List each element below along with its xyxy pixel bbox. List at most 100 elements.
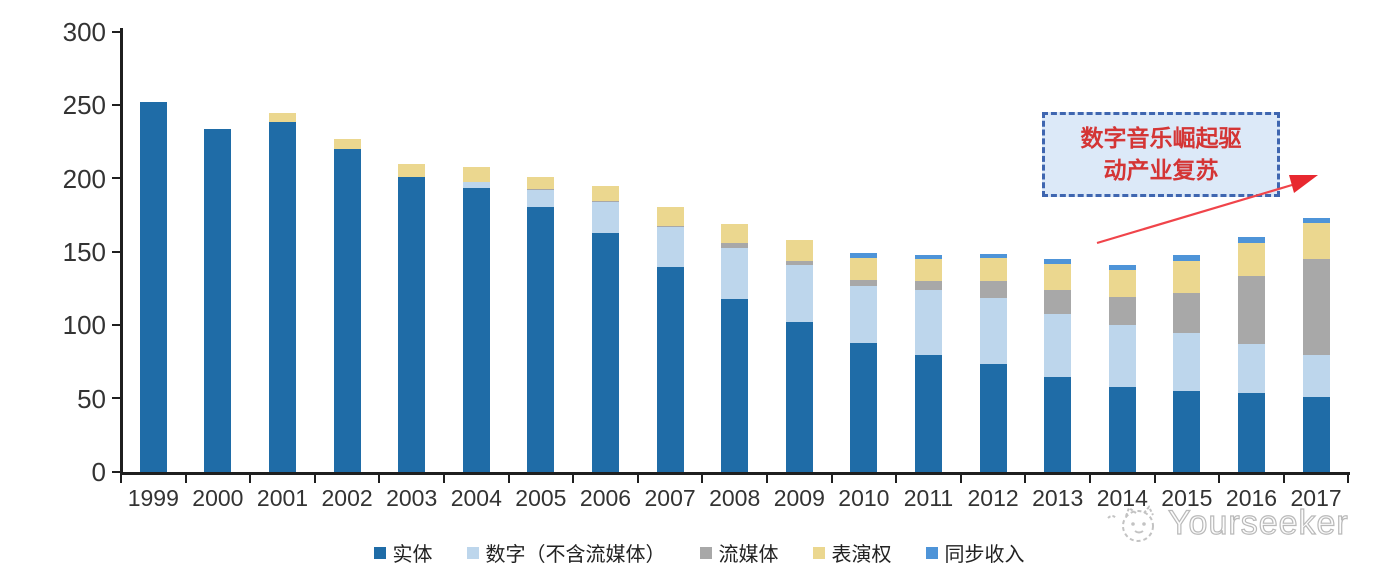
x-axis-tick-label: 2006 — [579, 485, 632, 511]
x-axis-tick-label: 2005 — [515, 485, 567, 511]
x-axis-tick-label: 2000 — [192, 485, 244, 511]
x-axis-tick-label: 2010 — [838, 485, 890, 511]
legend-label: 实体 — [392, 542, 433, 566]
stacked-bar-2003 — [398, 164, 426, 472]
stacked-bar-2010 — [850, 253, 878, 472]
bar-segment — [656, 227, 684, 267]
bar-segment — [1108, 265, 1136, 270]
bar-segment — [592, 185, 619, 201]
watermark: Yourseeker — [1104, 498, 1349, 548]
x-axis-tick-label: 2012 — [967, 485, 1019, 511]
bar-segment — [915, 281, 942, 291]
bar-segment — [204, 128, 232, 472]
x-axis-tick-label: 2003 — [386, 485, 438, 511]
legend-swatch-icon — [373, 546, 386, 559]
bar-segment — [656, 206, 684, 226]
legend-swatch-icon — [812, 546, 825, 559]
bar-segment — [850, 342, 878, 472]
bar-segment — [1044, 376, 1072, 472]
legend-label: 表演权 — [831, 542, 892, 566]
y-axis-tick — [112, 323, 121, 326]
x-axis-line — [120, 472, 1350, 475]
y-axis-tick-label: 0 — [91, 457, 106, 487]
bar-segment — [1044, 263, 1072, 291]
x-axis-tick — [766, 475, 768, 483]
bar-segment — [721, 298, 749, 472]
x-axis-tick — [701, 475, 704, 483]
bar-segment — [1173, 260, 1201, 294]
x-axis-tick — [120, 475, 122, 483]
bar-segment — [527, 190, 555, 207]
bar-segment — [398, 164, 426, 178]
y-axis-tick — [112, 30, 121, 33]
bar-segment — [915, 354, 942, 472]
bar-segment — [527, 206, 555, 472]
bar-segment — [527, 177, 555, 189]
x-axis-tick-label: 2002 — [321, 485, 373, 511]
stacked-bar-2001 — [269, 112, 296, 472]
bar-segment — [1238, 344, 1265, 393]
x-axis-tick — [959, 475, 962, 483]
legend: 实体 数字（不含流媒体） 流媒体 表演权 同步收入 — [0, 538, 1398, 567]
x-axis-tick — [1218, 475, 1221, 483]
x-axis-tick — [443, 475, 445, 483]
bar-segment — [1173, 391, 1201, 472]
stacked-bar-2005 — [527, 177, 555, 472]
bar-segment — [1108, 386, 1136, 472]
y-axis-tick-label: 150 — [62, 237, 106, 267]
bar-segment — [979, 363, 1007, 472]
yourseeker-cat-logo-icon — [1107, 505, 1154, 542]
stacked-bar-2013 — [1044, 259, 1072, 472]
y-axis-tick-label: 250 — [62, 90, 106, 121]
annotation-text-line2: 动产业复苏 — [1103, 156, 1219, 184]
bar-segment — [915, 290, 942, 355]
x-axis-tick-label: 2011 — [903, 485, 954, 511]
x-axis-tick-label: 2009 — [773, 485, 825, 511]
bar-segment — [850, 285, 878, 343]
bar-segment — [979, 257, 1007, 282]
x-axis-tick-label: 2017 — [1290, 485, 1342, 511]
bar-segment — [527, 188, 555, 191]
bar-segment — [462, 166, 490, 182]
x-axis-tick — [378, 475, 381, 483]
y-axis-tick-label: 200 — [62, 163, 106, 194]
legend-item: 流媒体 — [699, 538, 779, 567]
x-axis-tick-label: 2004 — [450, 485, 502, 511]
bar-segment — [721, 224, 749, 244]
y-axis-tick — [112, 250, 121, 253]
bar-segment — [1044, 290, 1072, 314]
stacked-bar-2000 — [204, 128, 232, 472]
bar-segment — [979, 253, 1007, 258]
bar-segment — [1302, 218, 1330, 223]
x-axis-tick — [1347, 475, 1350, 483]
stacked-bar-2015 — [1173, 254, 1201, 472]
y-axis-line — [120, 28, 123, 475]
stacked-bar-2011 — [915, 255, 942, 472]
x-axis-tick — [895, 475, 898, 483]
x-axis-tick — [507, 475, 510, 483]
bar-segment — [979, 281, 1007, 298]
bar-segment — [850, 279, 878, 286]
x-axis-tick — [1089, 475, 1091, 483]
x-axis-tick-label: 2001 — [256, 485, 309, 511]
legend-item: 数字（不含流媒体） — [466, 538, 666, 567]
bar-segment — [656, 266, 684, 472]
y-axis-tick-label: 100 — [62, 310, 106, 341]
x-axis-tick-label: 2014 — [1096, 485, 1148, 511]
x-axis-tick — [249, 475, 252, 483]
stacked-bar-2007 — [656, 206, 684, 472]
stacked-bar-2009 — [785, 240, 813, 472]
bar-segment — [462, 181, 490, 188]
stacked-bar-2012 — [979, 253, 1007, 472]
bar-segment — [269, 112, 296, 122]
legend-swatch-icon — [466, 546, 479, 559]
bar-segment — [785, 265, 813, 323]
bar-segment — [1044, 259, 1072, 264]
bar-segment — [785, 260, 813, 266]
bar-segment — [1108, 297, 1136, 326]
legend-item: 表演权 — [812, 538, 892, 567]
annotation-callout-box: 数字音乐崛起驱 动产业复苏 — [1042, 112, 1280, 197]
x-axis-tick-label: 1999 — [127, 485, 179, 511]
bar-segment — [139, 102, 167, 472]
